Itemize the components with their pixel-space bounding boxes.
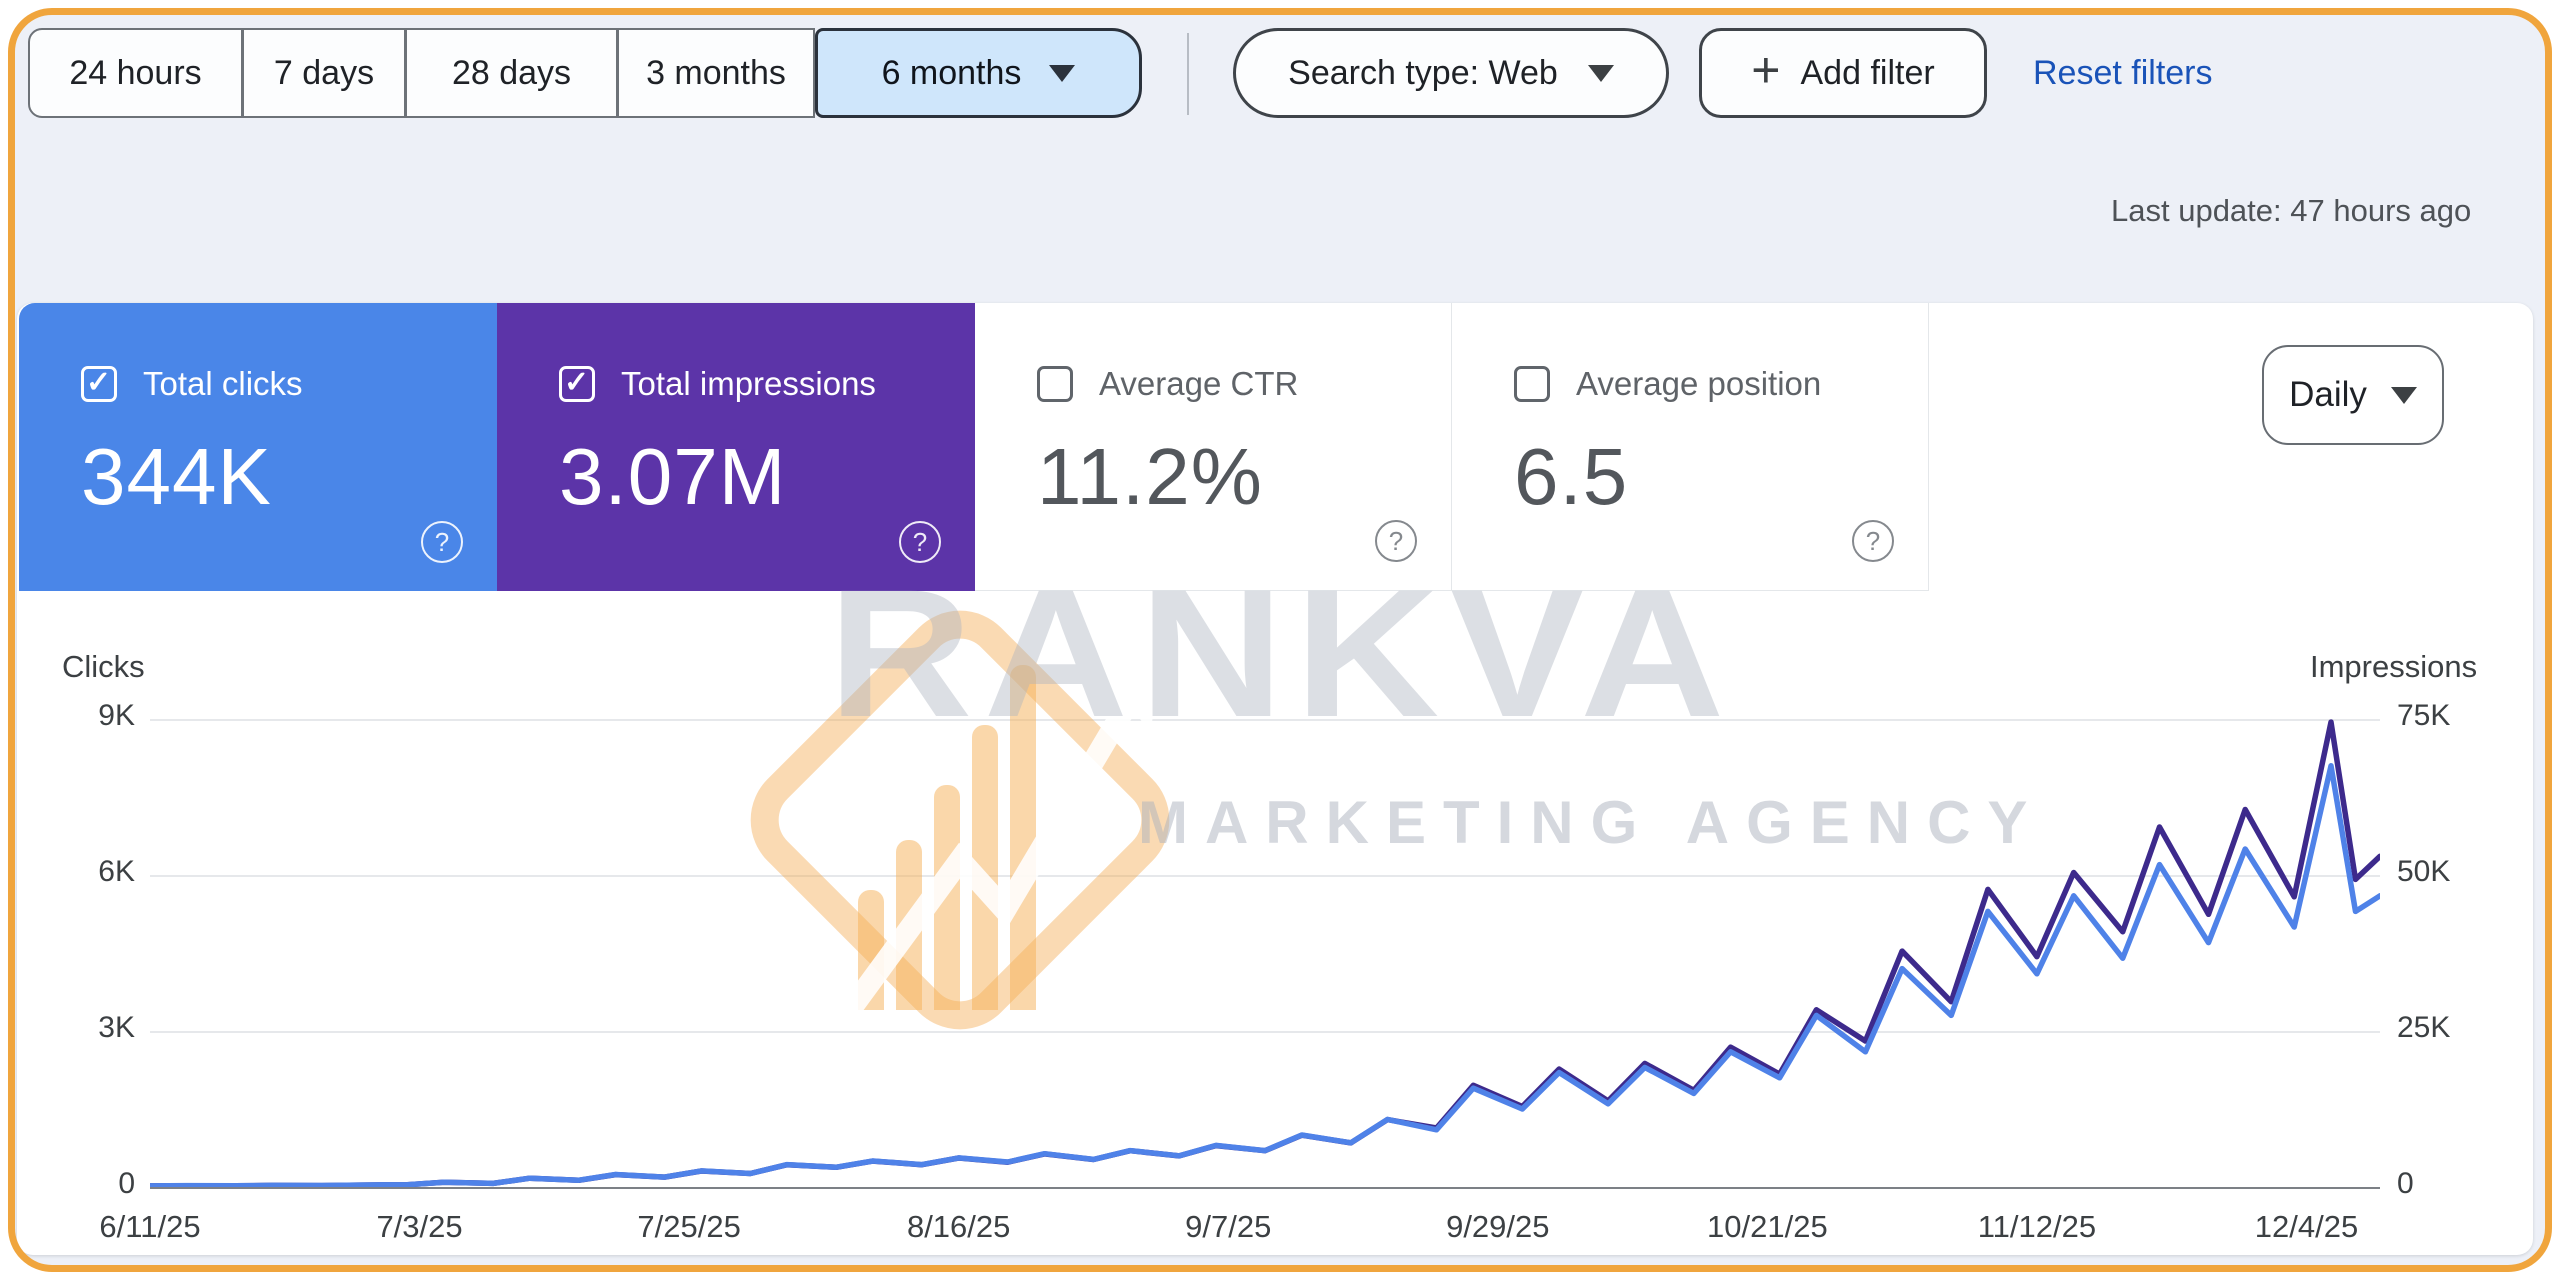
total-impressions-card[interactable]: ✓ Total impressions 3.07M ? [497,303,975,591]
tab-3-months[interactable]: 3 months [618,28,815,118]
add-filter-label: Add filter [1800,53,1935,92]
total-clicks-label: Total clicks [143,365,303,402]
help-icon[interactable]: ? [899,521,941,563]
average-position-card[interactable]: Average position 6.5 ? [1451,303,1929,591]
right-axis-title: Impressions [2310,649,2478,684]
total-clicks-value: 344K [81,432,272,521]
x-axis-line [150,1187,2380,1189]
tab-7-days[interactable]: 7 days [243,28,406,118]
toolbar-divider [1187,33,1189,115]
total-impressions-label: Total impressions [621,365,876,402]
left-axis-title: Clicks [62,649,145,684]
search-type-label: Search type: Web [1288,53,1558,92]
average-ctr-value: 11.2% [1037,432,1263,521]
gridline [150,1031,2380,1033]
search-performance-dashboard: 24 hours 7 days 28 days 3 months 6 month… [8,8,2552,1272]
help-icon[interactable]: ? [421,521,463,563]
left-axis-tick: 6K [98,855,135,888]
reset-filters-link[interactable]: Reset filters [2033,53,2213,92]
average-position-label: Average position [1576,365,1822,402]
right-axis-tick: 25K [2397,1011,2451,1044]
x-tick-label: 9/7/25 [1185,1209,1272,1244]
chevron-down-icon [1587,64,1614,82]
average-position-value: 6.5 [1514,432,1629,521]
gridline [150,719,2380,721]
last-update-status: Last update: 47 hours ago [2111,193,2472,228]
x-tick-label: 10/21/25 [1707,1209,1828,1244]
total-clicks-card[interactable]: ✓ Total clicks 344K ? [19,303,497,591]
unchecked-checkbox-icon[interactable] [1514,366,1550,402]
date-range-tabs: 24 hours 7 days 28 days 3 months 6 month… [28,28,1142,118]
tab-24-hours[interactable]: 24 hours [28,28,243,118]
right-axis-tick: 0 [2397,1167,2414,1200]
x-tick-label: 7/25/25 [637,1209,741,1244]
tab-6-months-label: 6 months [881,53,1022,92]
granularity-dropdown[interactable]: Daily [2262,345,2444,445]
x-tick-label: 8/16/25 [906,1209,1011,1244]
plus-icon: + [1751,42,1781,98]
unchecked-checkbox-icon[interactable] [1037,366,1073,402]
help-icon[interactable]: ? [1852,520,1894,562]
gridline [150,875,2380,877]
average-ctr-card[interactable]: Average CTR 11.2% ? [975,303,1451,591]
add-filter-button[interactable]: + Add filter [1699,28,1987,118]
tab-28-days[interactable]: 28 days [406,28,618,118]
x-tick-label: 7/3/25 [376,1209,463,1244]
total-impressions-value: 3.07M [559,432,787,521]
left-axis-tick: 3K [98,1011,135,1044]
search-type-dropdown[interactable]: Search type: Web [1233,28,1669,118]
help-icon[interactable]: ? [1375,520,1417,562]
x-axis-labels: 6/11/25 7/3/25 7/25/25 8/16/25 9/7/25 9/29/25… [17,1209,2533,1253]
chevron-down-icon [2390,386,2417,404]
right-axis-tick: 50K [2397,855,2451,888]
left-axis-tick: 0 [118,1167,135,1200]
checked-checkbox-icon[interactable]: ✓ [81,366,117,402]
left-axis-tick: 9K [98,699,135,732]
chevron-down-icon [1049,64,1076,82]
performance-line-chart[interactable] [150,719,2380,1187]
average-ctr-label: Average CTR [1099,365,1299,402]
right-axis-tick: 75K [2397,699,2451,732]
x-tick-label: 12/4/25 [2254,1209,2359,1244]
performance-panel: ✓ Total clicks 344K ? ✓ Total impression… [17,303,2533,1255]
checked-checkbox-icon[interactable]: ✓ [559,366,595,402]
tab-6-months[interactable]: 6 months [815,28,1142,118]
granularity-label: Daily [2289,375,2367,414]
x-tick-label: 9/29/25 [1446,1209,1550,1244]
x-tick-label: 11/12/25 [1977,1209,2097,1244]
clicks-line [150,763,2380,1187]
x-tick-label: 6/11/25 [99,1209,201,1244]
